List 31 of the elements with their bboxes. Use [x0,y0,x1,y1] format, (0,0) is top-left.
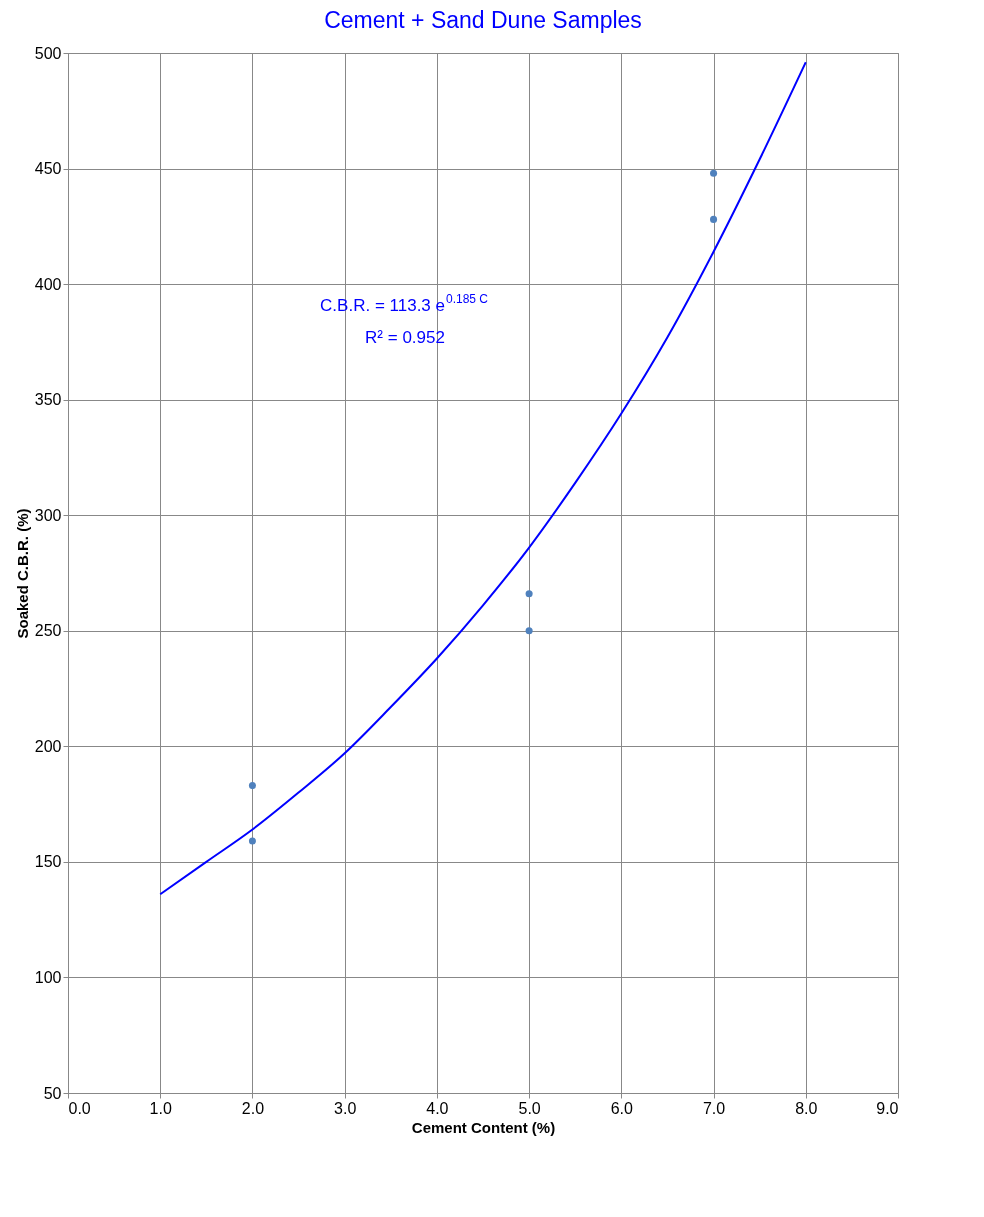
x-tick-label: 5.0 [518,1099,541,1117]
point [710,169,718,177]
x-tick-label: 3.0 [334,1099,357,1117]
x-tick-label: 9.0 [876,1099,899,1117]
point [248,837,256,845]
chart-title: Cement + Sand Dune Samples [324,7,642,33]
y-tick-label: 300 [34,506,62,524]
point [525,590,533,598]
line-series [159,61,807,896]
point [710,215,718,223]
x-tick-label: 0.0 [68,1099,91,1117]
x-tick-label: 4.0 [426,1099,449,1117]
y-tick-label: 350 [34,391,62,409]
annotation: R² = 0.952 [365,328,445,347]
x-tick-label: 2.0 [241,1099,265,1117]
y-tick-label: 400 [34,275,62,293]
x-tick-label: 8.0 [795,1099,818,1117]
y-tick-label: 100 [34,968,62,986]
y-tick-label: 200 [34,737,62,755]
point [525,627,533,635]
x-axis-title: Cement Content (%) [411,1118,556,1136]
y-tick-label: 500 [34,44,62,62]
x-tick-label: 7.0 [702,1099,726,1117]
y-axis-title: Soaked C.B.R. (%) [13,508,31,639]
y-tick-label: 50 [43,1084,62,1102]
y-tick-label: 450 [34,160,62,178]
y-tick-label: 150 [34,853,62,871]
x-tick-label: 1.0 [149,1099,172,1117]
y-tick-label: 250 [34,622,62,640]
point [248,782,256,790]
x-tick-label: 6.0 [610,1099,634,1117]
